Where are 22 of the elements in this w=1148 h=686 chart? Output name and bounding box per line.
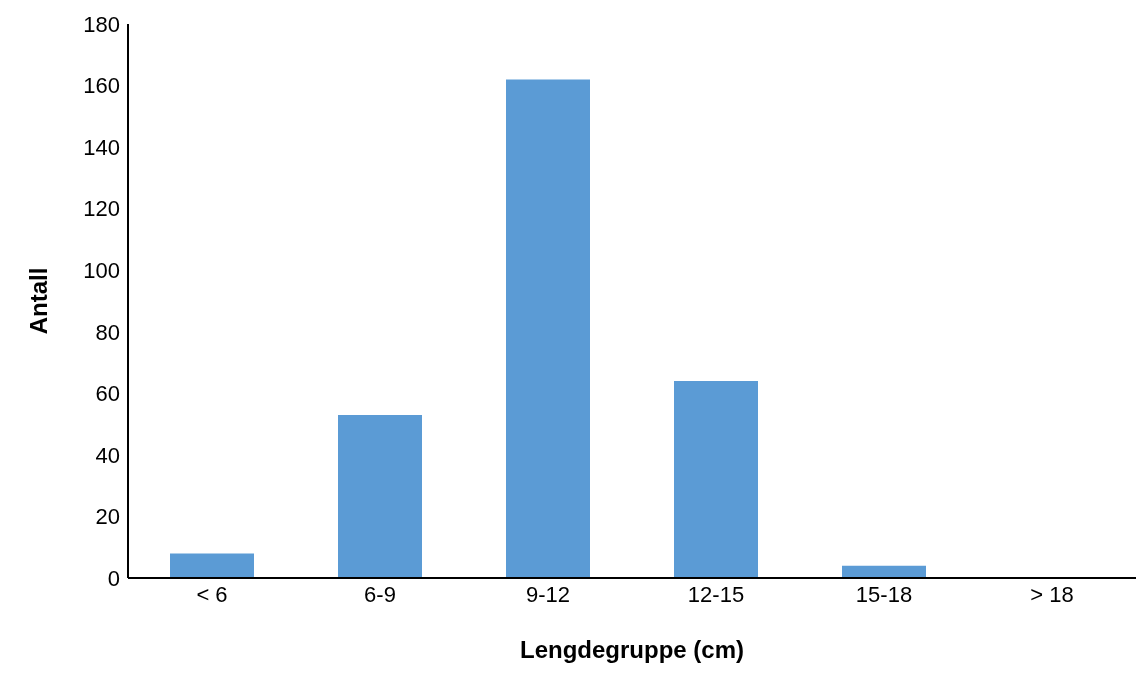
bar	[170, 553, 254, 578]
x-tick-label: 12-15	[687, 581, 745, 607]
y-tick-label: 80	[95, 319, 120, 345]
y-tick-label: 20	[95, 504, 120, 530]
x-tick-label: 9-12	[525, 581, 571, 607]
x-axis-title: Lengdegruppe (cm)	[519, 636, 745, 663]
y-axis-title: Antall	[24, 267, 52, 335]
y-tick-label: 40	[95, 442, 120, 468]
x-tick-label: > 18	[1030, 581, 1074, 607]
y-tick-label: 0	[107, 565, 120, 591]
bar	[506, 79, 590, 578]
x-tick-label: 6-9	[364, 581, 396, 607]
y-tick-label: 180	[83, 11, 120, 37]
bar	[674, 381, 758, 578]
y-tick-label: 160	[83, 73, 120, 99]
y-tick-label: 120	[83, 196, 120, 222]
x-tick-label: < 6	[196, 581, 228, 607]
x-tick-label: 15-18	[855, 581, 913, 607]
bar	[338, 414, 422, 578]
y-tick-label: 60	[95, 381, 120, 407]
y-tick-label: 140	[83, 134, 120, 160]
y-tick-label: 100	[83, 258, 120, 284]
